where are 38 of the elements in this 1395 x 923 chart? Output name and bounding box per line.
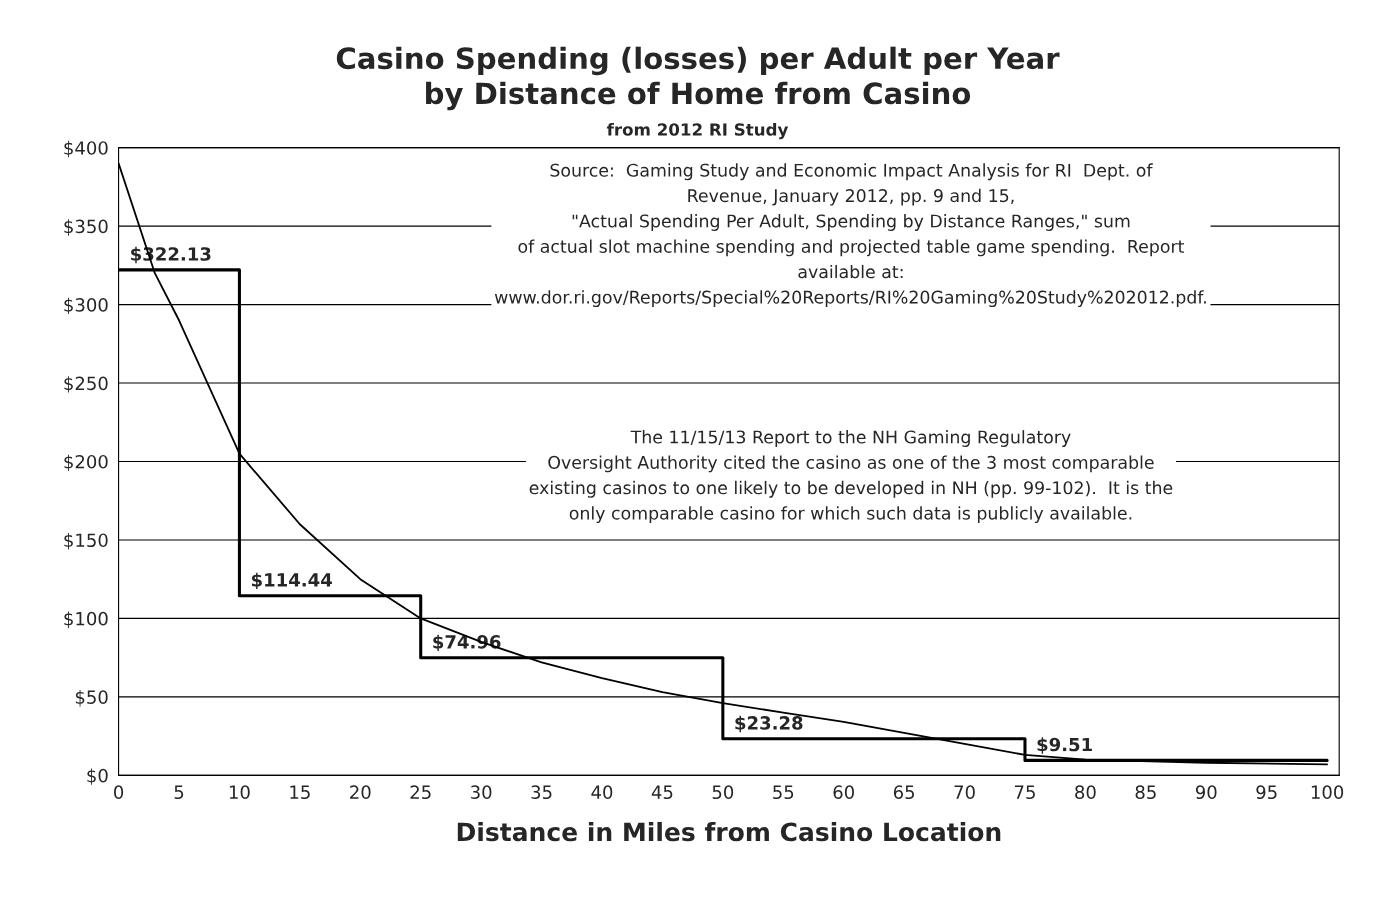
x-tick-label: 80 xyxy=(1075,785,1096,800)
x-tick-label: 5 xyxy=(174,785,184,800)
x-tick-label: 25 xyxy=(410,785,431,800)
x-tick-label: 30 xyxy=(471,785,492,800)
y-tick-label: $100 xyxy=(64,611,108,628)
x-tick-label: 55 xyxy=(773,785,794,800)
x-tick-label: 100 xyxy=(1311,785,1344,800)
y-tick-label: $400 xyxy=(64,140,108,158)
x-tick-label: 90 xyxy=(1195,785,1217,800)
y-tick-label: $200 xyxy=(64,454,108,472)
y-tick-label: $350 xyxy=(64,219,108,236)
x-tick-label: 50 xyxy=(712,785,734,800)
x-tick-label: 35 xyxy=(531,785,552,800)
x-tick-label: 15 xyxy=(290,785,310,800)
x-tick-label: 40 xyxy=(591,785,613,800)
x-tick-label: 65 xyxy=(893,785,915,800)
annotation: Source: Gaming Study and Economic Impact Analysis for RI Dept. of Revenue, January 2012, pp. 9 and 15, "Actual Spending Per Adult, Spending by Distance Ranges," sum of actual slot machine spending and projected table game spending. Report available at: www.dor.ri.gov/Reports/Special%20Reports/RI%20Gaming%20Study%202012.pdf. xyxy=(494,163,1206,308)
data-label: $9.51 xyxy=(1037,737,1092,754)
data-label: $23.28 xyxy=(735,715,803,733)
x-tick-label: 75 xyxy=(1014,785,1035,800)
y-tick-label: $300 xyxy=(64,297,108,315)
x-tick-label: 10 xyxy=(229,785,250,800)
x-tick-label: 20 xyxy=(350,785,371,800)
y-tick-label: $50 xyxy=(75,690,108,707)
chart-title: Casino Spending (losses) per Adult per Year by Distance of Home from Casino xyxy=(336,46,1060,111)
annotation: The 11/15/13 Report to the NH Gaming Regulatory Oversight Authority cited the casino as one of the 3 most comparable existing casinos to one likely to be developed in NH (pp. 99-102). It is the only comparable casino for which such data is publicly available. xyxy=(529,430,1173,524)
x-tick-label: 0 xyxy=(114,785,124,800)
x-axis-title: Distance in Miles from Casino Location xyxy=(457,821,1001,842)
y-tick-label: $150 xyxy=(64,533,108,550)
y-tick-label: $0 xyxy=(87,768,108,785)
x-tick-label: 95 xyxy=(1256,785,1277,800)
data-label: $114.44 xyxy=(251,572,332,590)
chart-subtitle: from 2012 RI Study xyxy=(606,122,789,140)
x-tick-label: 85 xyxy=(1135,785,1156,800)
y-tick-label: $250 xyxy=(64,376,108,393)
x-tick-label: 60 xyxy=(833,785,854,800)
x-tick-label: 45 xyxy=(651,785,673,800)
x-tick-label: 70 xyxy=(954,785,975,800)
